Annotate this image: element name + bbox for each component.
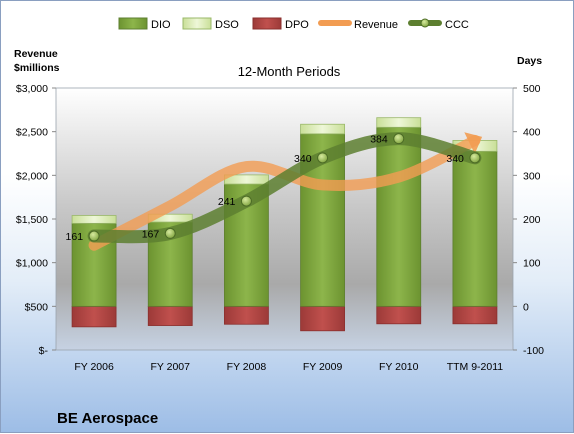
revenue-line: [88, 134, 481, 251]
legend-label-revenue: Revenue: [354, 19, 398, 31]
ccc-data-label: 241: [218, 196, 236, 208]
legend-swatch-dso: [182, 17, 212, 30]
category-label: FY 2010: [379, 361, 419, 373]
left-tick-label: $1,000: [16, 258, 48, 270]
data-label-layer: 161 167 241 340 384 340: [66, 134, 465, 243]
company-name: BE Aerospace: [57, 410, 158, 427]
left-tick-label: $500: [25, 301, 49, 313]
bar-dso: [300, 123, 345, 135]
left-tick-label: $-: [39, 345, 49, 357]
right-tick-label: 400: [523, 127, 541, 139]
left-tick-label: $3,000: [16, 83, 48, 95]
bar-dpo: [224, 305, 269, 325]
bar-dso: [71, 215, 117, 224]
bar-dpo: [376, 305, 422, 325]
ccc-data-label: 384: [370, 134, 388, 146]
plot-area: [55, 87, 514, 351]
ccc-marker: [469, 152, 481, 164]
left-axis-label-line1: Revenue: [14, 48, 58, 60]
left-axis-label-line2: $millions: [14, 62, 60, 74]
ccc-data-label: 340: [294, 153, 312, 165]
bar-dso: [376, 117, 422, 128]
chart-title: 12-Month Periods: [238, 64, 341, 79]
category-label: FY 2006: [74, 361, 114, 373]
ccc-data-label: 167: [142, 228, 160, 240]
right-tick-label: 500: [523, 83, 541, 95]
bar-dio: [376, 126, 422, 307]
left-tick-label: $2,000: [16, 170, 48, 182]
legend-swatch-dio: [118, 17, 148, 30]
left-axis: $- $500 $1,000 $1,500 $2,000 $2,500 $3,000: [16, 83, 56, 357]
bar-layer: [71, 117, 498, 332]
left-tick-label: $1,500: [16, 214, 48, 226]
right-tick-label: 300: [523, 170, 541, 182]
category-axis: FY 2006 FY 2007 FY 2008 FY 2009 FY 2010 TTM 9…: [74, 361, 503, 373]
right-axis-label: Days: [517, 55, 542, 67]
line-layer: [87, 132, 483, 251]
legend-label-dio: DIO: [151, 19, 171, 31]
legend-label-ccc: CCC: [445, 19, 469, 31]
bar-dpo: [300, 305, 345, 332]
right-tick-label: -100: [523, 345, 544, 357]
legend-marker-ccc: [420, 18, 430, 28]
legend-label-dso: DSO: [215, 19, 239, 31]
right-tick-label: 0: [523, 301, 529, 313]
category-label: FY 2009: [303, 361, 343, 373]
chart-legend: DIO DSO DPO Revenue CCC: [118, 17, 469, 31]
ccc-marker: [240, 195, 252, 207]
legend-swatch-dpo: [252, 17, 282, 30]
legend-label-dpo: DPO: [285, 19, 309, 31]
category-label: FY 2007: [150, 361, 190, 373]
ccc-marker: [164, 227, 176, 239]
bar-dpo: [147, 305, 193, 326]
right-tick-label: 200: [523, 214, 541, 226]
right-tick-label: 100: [523, 258, 541, 270]
ccc-data-label: 340: [446, 153, 464, 165]
category-label: FY 2008: [227, 361, 267, 373]
right-axis: -100 0 100 200 300 400 500: [513, 83, 544, 357]
bar-dpo: [452, 305, 498, 325]
category-label: TTM 9-2011: [447, 361, 504, 373]
ccc-marker: [317, 152, 329, 164]
ccc-data-label: 161: [66, 231, 84, 243]
ccc-marker: [88, 230, 100, 242]
bar-dio: [452, 150, 498, 307]
bar-dpo: [71, 305, 117, 328]
ccc-marker: [393, 133, 405, 145]
left-tick-label: $2,500: [16, 127, 48, 139]
revenue-arrowhead: [464, 132, 483, 154]
